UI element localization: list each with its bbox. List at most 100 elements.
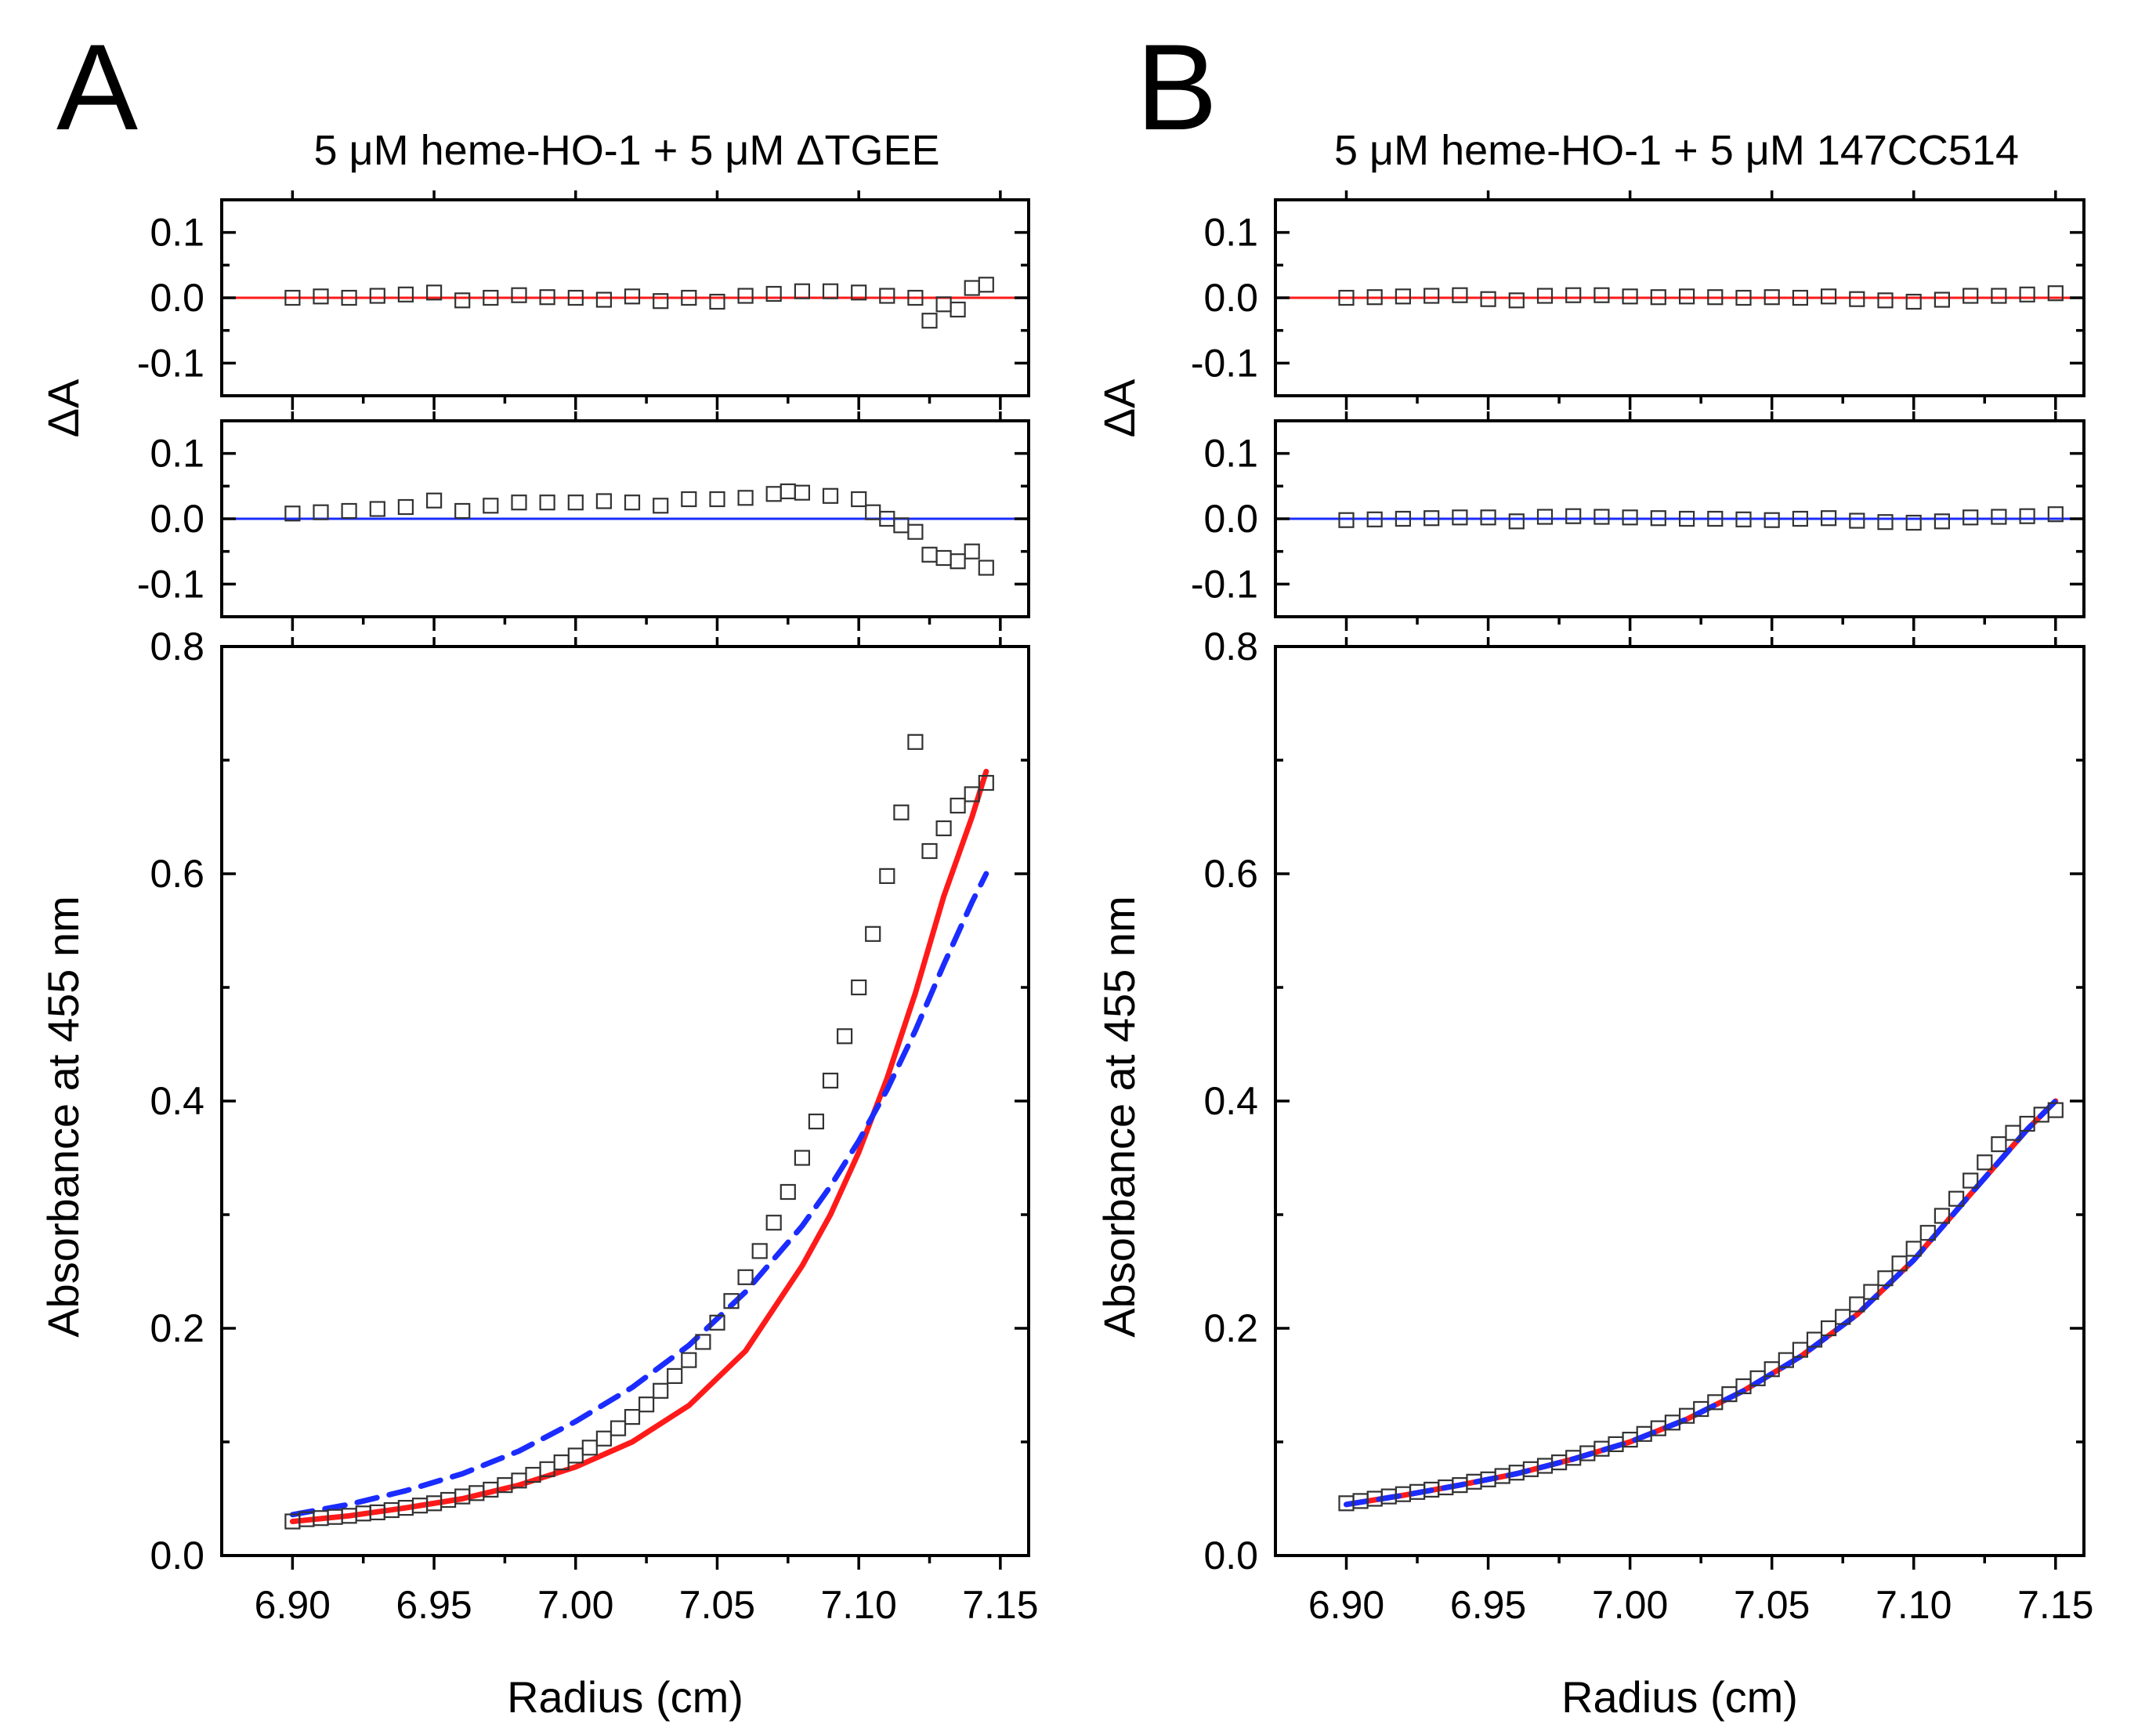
x-tick-label: 7.10: [1876, 1583, 1952, 1627]
data-point: [1423, 288, 1440, 304]
data-point: [1806, 1331, 1823, 1348]
data-point: [397, 498, 414, 516]
data-point: [511, 287, 527, 303]
data-point: [1423, 510, 1440, 527]
data-point: [2019, 1115, 2035, 1132]
data-point: [425, 492, 443, 509]
y-tick-label: 0.8: [150, 625, 204, 668]
data-point: [284, 289, 301, 306]
data-point: [284, 505, 301, 522]
y-tick-label: 0.1: [150, 211, 204, 255]
y-tick-label: 0.1: [1203, 432, 1258, 476]
x-tick-label: 6.95: [1450, 1583, 1526, 1627]
plot-residuals-red-fit: 0.1 0.0 -0.1: [1191, 190, 2085, 410]
data-point: [1338, 512, 1355, 528]
data-point: [1565, 508, 1582, 524]
data-point: [1536, 509, 1554, 525]
data-point: [341, 289, 357, 306]
data-point: [907, 733, 924, 750]
y-tick-label: -0.1: [137, 562, 204, 606]
data-point: [1905, 1241, 1922, 1257]
data-point: [1650, 289, 1666, 306]
data-point: [681, 1352, 697, 1368]
data-point: [2019, 508, 2035, 524]
data-point: [2047, 506, 2064, 523]
data-point: [567, 289, 584, 306]
x-tick-label: 7.10: [820, 1583, 896, 1627]
panel-letter: A: [56, 20, 138, 156]
data-point: [681, 289, 697, 306]
data-point: [313, 288, 329, 305]
data-point: [2047, 285, 2064, 302]
plot-absorbance-profile: 0.0 0.2 0.4 0.6 0.8: [150, 625, 1030, 1577]
data-point: [1905, 293, 1922, 310]
plot-absorbance-profile: 0.0 0.2 0.4 0.6 0.8: [1203, 625, 2085, 1577]
x-tick-label: 6.95: [396, 1583, 472, 1627]
data-point: [638, 1396, 655, 1413]
data-point: [879, 288, 895, 304]
data-point: [454, 292, 471, 309]
x-tick-label: 7.15: [2017, 1583, 2093, 1627]
x-tick-label: 7.05: [679, 1583, 755, 1627]
data-point: [794, 1150, 811, 1166]
y-tick-label: 0.4: [1203, 1079, 1258, 1123]
data-point: [567, 494, 584, 511]
data-point: [964, 786, 980, 802]
plot-frame: [220, 198, 1030, 397]
y-tick-label: 0.6: [1203, 852, 1258, 896]
fit-line-blue: [289, 871, 989, 1518]
data-point: [1395, 510, 1412, 527]
data-point: [1679, 510, 1695, 527]
data-point: [2047, 1102, 2064, 1118]
x-tick-label: 6.90: [1308, 1583, 1384, 1627]
x-axis-title: Radius (cm): [507, 1672, 743, 1722]
data-point: [1821, 510, 1837, 527]
data-point: [1792, 510, 1808, 527]
data-point: [595, 292, 613, 308]
y-tick-label: -0.1: [1191, 341, 1258, 385]
data-point: [1508, 292, 1525, 309]
data-point: [1934, 513, 1950, 530]
data-point: [1905, 514, 1922, 531]
data-point: [1821, 1320, 1837, 1337]
data-point: [1536, 288, 1554, 304]
data-point: [595, 1430, 613, 1447]
x-tick-label: 7.00: [537, 1583, 613, 1627]
data-point: [794, 283, 811, 299]
data-point: [1764, 289, 1780, 306]
data-point: [780, 1183, 796, 1201]
y-tick-label: 0.0: [1203, 276, 1258, 320]
data-point: [865, 925, 881, 942]
x-tick-label: 7.00: [1592, 1583, 1668, 1627]
data-point: [1991, 1136, 2007, 1153]
data-point: [1877, 1270, 1894, 1287]
data-point: [624, 494, 641, 511]
data-point: [341, 502, 357, 520]
y-axis-title: Absorbance at 455 nm: [38, 896, 88, 1337]
data-point: [624, 288, 641, 305]
y-tick-label: 0.2: [150, 1306, 204, 1350]
plot-frame: [1274, 419, 2085, 618]
data-point: [369, 288, 385, 304]
data-point: [1565, 287, 1582, 303]
data-point: [893, 804, 910, 820]
data-point: [425, 284, 443, 301]
data-point: [851, 979, 867, 996]
data-point: [483, 498, 499, 514]
data-point: [2005, 1125, 2021, 1141]
data-point: [454, 502, 471, 520]
data-point: [1452, 287, 1468, 303]
data-point: [1749, 1370, 1766, 1386]
data-point: [794, 484, 811, 501]
data-point: [539, 289, 555, 306]
data-point: [624, 1408, 641, 1425]
data-point: [1962, 509, 1979, 526]
data-point: [1778, 1352, 1794, 1368]
data-point: [950, 797, 966, 814]
x-tick-label: 7.15: [962, 1583, 1038, 1627]
x-tick-label: 6.90: [255, 1583, 331, 1627]
data-point: [369, 501, 385, 517]
data-point: [483, 289, 499, 306]
data-point: [1792, 289, 1808, 306]
